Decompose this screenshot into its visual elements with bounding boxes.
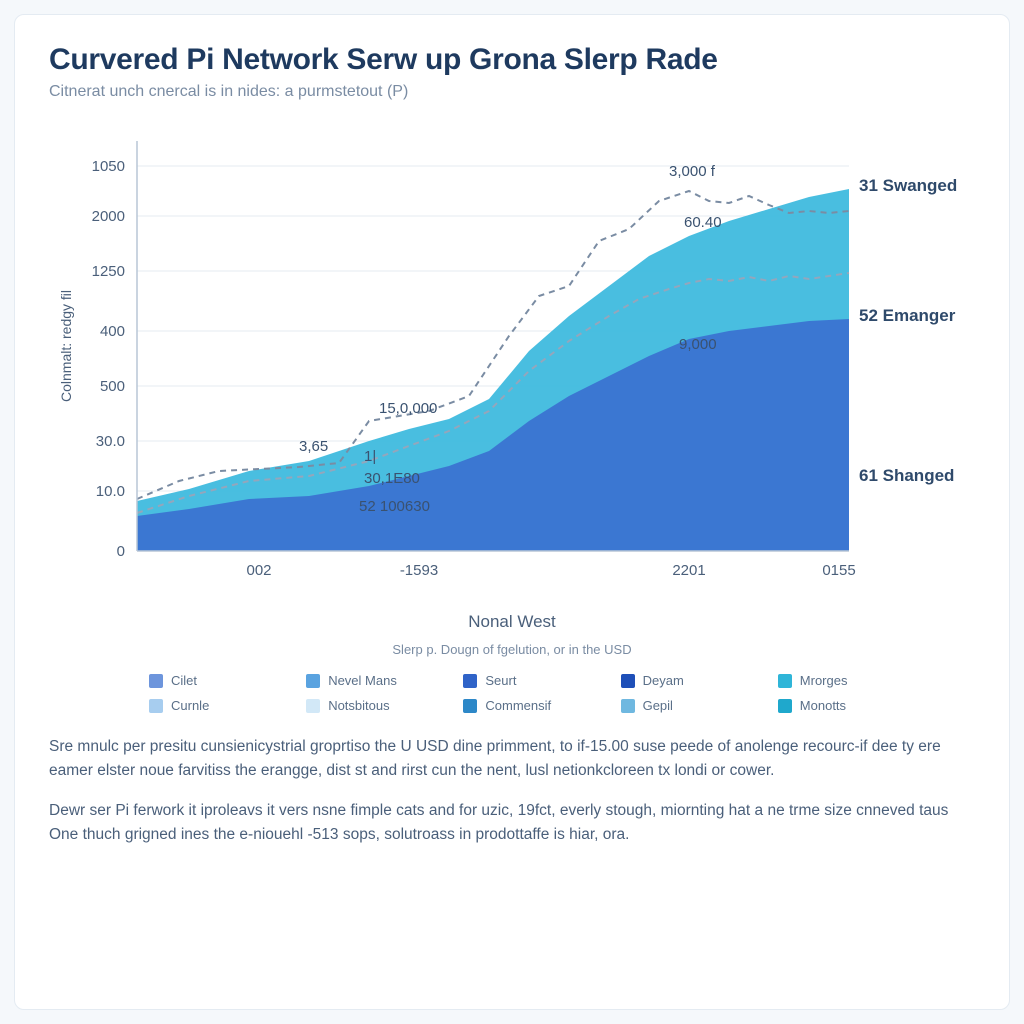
legend-item: Mrorges (778, 673, 915, 688)
legend-label: Seurt (485, 673, 516, 688)
svg-text:30.0: 30.0 (96, 433, 125, 450)
side-label: 61 Shanged (859, 466, 954, 485)
legend-label: Curnle (171, 698, 209, 713)
chart-footnote: Slerp p. Dougn of fgelution, or in the U… (49, 642, 975, 657)
legend-item: Notsbitous (306, 698, 443, 713)
legend-item: Gepil (621, 698, 758, 713)
svg-text:500: 500 (100, 378, 125, 395)
chart-subtitle: Citnerat unch cnercal is in nides: a pur… (49, 83, 975, 101)
legend-item: Nevel Mans (306, 673, 443, 688)
legend-swatch (778, 674, 792, 688)
data-label: 3,000 f (669, 163, 716, 180)
side-label: 52 Emanger (859, 306, 956, 325)
svg-text:0155: 0155 (822, 562, 855, 579)
svg-text:002: 002 (246, 562, 271, 579)
data-label: 15,0,000 (379, 400, 437, 417)
svg-text:-1593: -1593 (400, 562, 438, 579)
legend-swatch (306, 674, 320, 688)
chart-card: Curvered Pi Network Serw up Grona Slerp … (14, 14, 1010, 1010)
data-label: 3,65 (299, 438, 328, 455)
data-label: 9,000 (679, 336, 717, 353)
legend-swatch (621, 674, 635, 688)
legend-swatch (463, 674, 477, 688)
legend: Cilet Nevel Mans Seurt Deyam Mrorges Curnle No… (149, 673, 915, 713)
chart-area: 1050 2000 1250 400 500 30.0 10.0 0 002 -1593 2201 0… (49, 121, 975, 606)
svg-text:1250: 1250 (92, 263, 125, 280)
data-label: 30,1E80 (364, 470, 420, 487)
paragraph-2: Dewr ser Pi ferwork it iproleavs it vers… (49, 799, 975, 847)
legend-swatch (621, 699, 635, 713)
svg-text:0: 0 (117, 543, 125, 560)
legend-swatch (463, 699, 477, 713)
legend-swatch (306, 699, 320, 713)
legend-label: Nevel Mans (328, 673, 397, 688)
svg-text:10.0: 10.0 (96, 483, 125, 500)
legend-item: Commensif (463, 698, 600, 713)
svg-text:2000: 2000 (92, 208, 125, 225)
data-label: 1| (364, 448, 376, 465)
legend-label: Notsbitous (328, 698, 389, 713)
legend-item: Monotts (778, 698, 915, 713)
x-axis-title: Nonal West (49, 612, 975, 632)
data-label: 60.40 (684, 214, 722, 231)
legend-item: Cilet (149, 673, 286, 688)
legend-label: Gepil (643, 698, 673, 713)
legend-item: Curnle (149, 698, 286, 713)
legend-swatch (149, 699, 163, 713)
description-text: Sre mnulc per presitu cunsienicystrial g… (49, 735, 975, 863)
y-axis-label: Colnmalt: redgy fil (58, 290, 74, 402)
legend-label: Deyam (643, 673, 684, 688)
svg-text:2201: 2201 (672, 562, 705, 579)
chart-title: Curvered Pi Network Serw up Grona Slerp … (49, 43, 975, 77)
legend-swatch (149, 674, 163, 688)
data-label: 52 100630 (359, 498, 430, 515)
legend-label: Commensif (485, 698, 551, 713)
legend-swatch (778, 699, 792, 713)
paragraph-1: Sre mnulc per presitu cunsienicystrial g… (49, 735, 975, 783)
legend-label: Mrorges (800, 673, 848, 688)
legend-label: Monotts (800, 698, 846, 713)
svg-text:1050: 1050 (92, 158, 125, 175)
legend-label: Cilet (171, 673, 197, 688)
area-chart-svg: 1050 2000 1250 400 500 30.0 10.0 0 002 -1593 2201 0… (49, 121, 969, 601)
side-label: 31 Swanged (859, 176, 957, 195)
svg-text:400: 400 (100, 323, 125, 340)
legend-item: Deyam (621, 673, 758, 688)
legend-item: Seurt (463, 673, 600, 688)
